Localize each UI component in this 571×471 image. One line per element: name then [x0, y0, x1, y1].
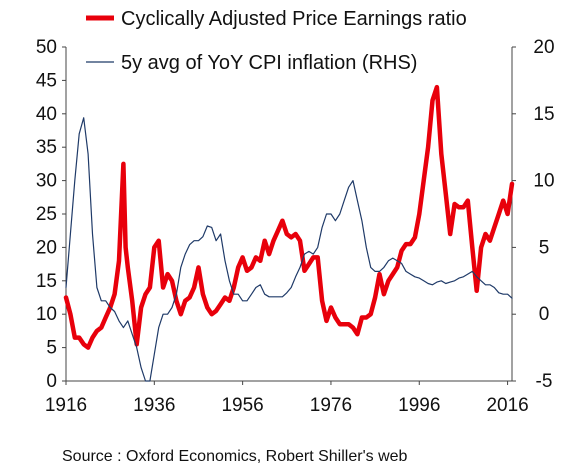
y-left-tick-label: 30 — [36, 171, 57, 192]
y-right-tick-label: -5 — [536, 371, 553, 392]
y-right-tick-label: 10 — [533, 171, 554, 192]
y-left-tick-label: 0 — [46, 371, 57, 392]
legend-label-cape: Cyclically Adjusted Price Earnings ratio — [121, 8, 467, 30]
y-right-tick-label: 0 — [539, 304, 550, 325]
chart: 0 5 10 15 20 25 30 35 40 45 50 -5 0 5 10 15 20 1916 1936 19… — [36, 8, 555, 416]
y-left-tick-label: 35 — [36, 137, 57, 158]
y-left-tick-label: 45 — [36, 70, 57, 91]
x-tick-label: 2016 — [486, 395, 528, 416]
y-left-tick-label: 20 — [36, 237, 57, 258]
y-right-tick-label: 5 — [539, 237, 550, 258]
source-note: Source : Oxford Economics, Robert Shille… — [62, 448, 408, 465]
cape-ratio-line — [63, 84, 515, 350]
y-left-tick-label: 15 — [36, 271, 57, 292]
x-tick-label: 1936 — [133, 395, 175, 416]
y-left-tick-label: 25 — [36, 204, 57, 225]
legend-label-cpi: 5y avg of YoY CPI inflation (RHS) — [121, 52, 417, 74]
y-right-tick-label: 15 — [533, 104, 554, 125]
y-left-tick-label: 5 — [46, 338, 57, 359]
y-left-tick-label: 50 — [36, 37, 57, 58]
x-tick-label: 1956 — [221, 395, 263, 416]
y-left-tick-label: 10 — [36, 304, 57, 325]
y-left-tick-label: 40 — [36, 104, 57, 125]
y-right-tick-label: 20 — [533, 37, 554, 58]
x-tick-label: 1976 — [310, 395, 352, 416]
x-tick-label: 1996 — [398, 395, 440, 416]
cpi-inflation-line — [65, 117, 513, 382]
x-tick-label: 1916 — [45, 395, 87, 416]
